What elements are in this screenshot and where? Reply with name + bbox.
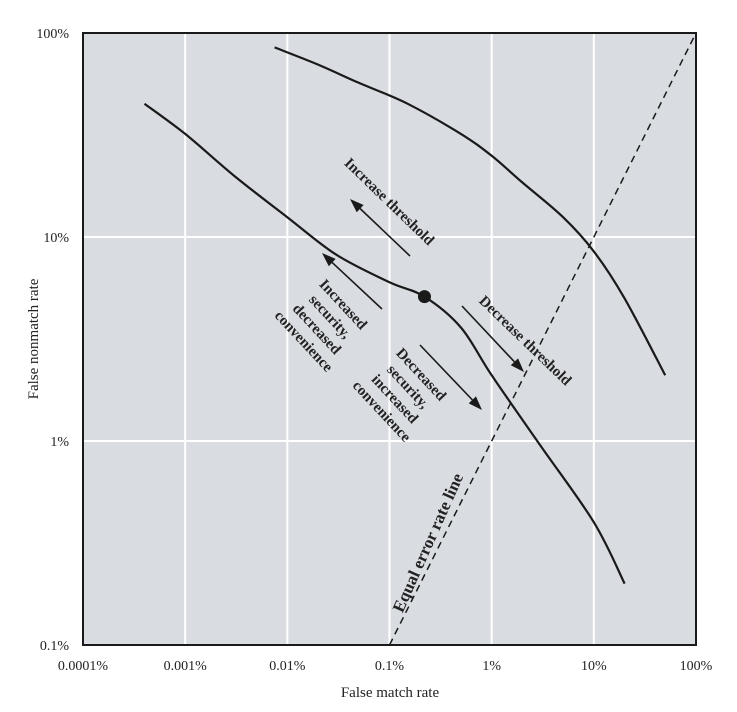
x-tick-label: 0.01% <box>269 659 306 674</box>
x-tick-label: 0.001% <box>164 659 208 674</box>
x-tick-label: 100% <box>680 659 713 674</box>
y-tick-label: 10% <box>43 231 69 246</box>
x-tick-label: 10% <box>581 659 607 674</box>
operating-point <box>417 290 431 304</box>
series-group <box>143 32 697 646</box>
x-tick-label: 0.0001% <box>58 659 109 674</box>
series-curve-lower <box>143 102 626 585</box>
series-curve-upper <box>274 46 667 376</box>
plot-border <box>82 32 697 646</box>
annotation-arrows <box>322 199 524 410</box>
y-tick-label: 0.1% <box>40 639 70 654</box>
increased-security-arrow <box>322 253 383 310</box>
decreased-security-arrow <box>419 344 482 410</box>
y-tick-label: 1% <box>50 435 69 450</box>
x-tick-label: 0.1% <box>375 659 405 674</box>
x-tick-label: 1% <box>482 659 501 674</box>
increase-threshold-arrow <box>350 199 411 257</box>
y-axis-title: False nonmatch rate <box>26 278 42 399</box>
series-equal-error-rate-line <box>388 32 697 646</box>
decrease-threshold-arrow <box>461 305 524 372</box>
y-tick-label: 100% <box>36 27 69 42</box>
x-axis-title: False match rate <box>341 685 440 701</box>
tick-labels: 0.0001% 0.001% 0.01% 0.1% 1% 10% 100% 0.1% 1% 10%… <box>36 27 712 674</box>
